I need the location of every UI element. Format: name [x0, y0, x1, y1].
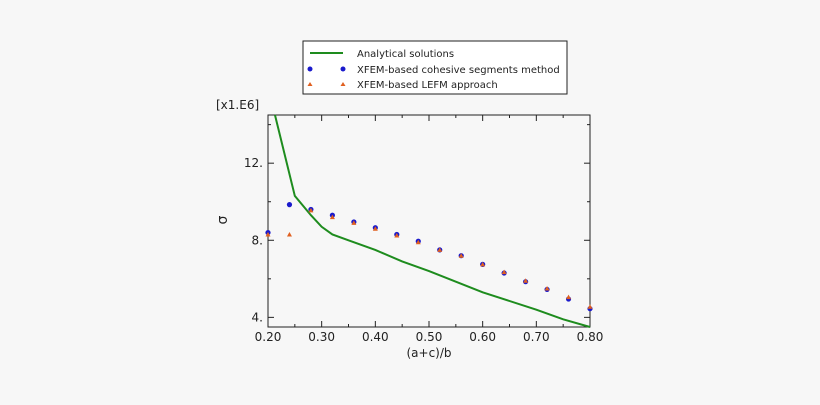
- data-point-lefm: [501, 269, 507, 275]
- x-tick-label: 0.60: [469, 330, 496, 344]
- data-point-lefm: [372, 226, 378, 231]
- data-point-lefm: [437, 247, 443, 252]
- data-point-lefm: [523, 278, 529, 283]
- tick-labels: 0.20 0.30 0.40 0.50 0.60 0.70 0.80 4. 8. 12.: [244, 156, 603, 344]
- data-point-lefm: [265, 231, 271, 237]
- x-tick-label: 0.80: [577, 330, 604, 344]
- y-axis-label: σ: [215, 215, 231, 224]
- legend-triangle-lefm-2: [340, 82, 346, 86]
- data-point-lefm: [415, 239, 421, 245]
- x-axis-label: (a+c)/b: [406, 346, 451, 360]
- x-tick-label: 0.70: [523, 330, 550, 344]
- x-tick-label: 0.20: [255, 330, 282, 344]
- data-point-lefm: [329, 214, 335, 220]
- legend-dot-cohesive-1: [307, 66, 313, 72]
- data-point-lefm: [587, 304, 593, 309]
- series-layer: [265, 114, 593, 328]
- legend-label-analytical: Analytical solutions: [357, 49, 454, 60]
- legend-box: [302, 40, 568, 95]
- legend-triangle-lefm-1: [307, 82, 313, 86]
- series-line-analytical: [274, 114, 591, 328]
- y-tick-label: 12.: [244, 156, 263, 170]
- data-point-lefm: [308, 207, 314, 213]
- x-tick-label: 0.40: [362, 330, 389, 344]
- y-multiplier-label: [x1.E6]: [216, 98, 259, 112]
- data-point-cohesive: [286, 202, 293, 208]
- y-tick-label: 8.: [252, 233, 263, 247]
- x-tick-label: 0.50: [416, 330, 443, 344]
- data-point-lefm: [480, 261, 486, 267]
- data-point-lefm: [351, 220, 357, 225]
- data-point-lefm: [458, 253, 464, 258]
- y-tick-label: 4.: [252, 310, 263, 324]
- ticks: [267, 115, 591, 327]
- data-point-lefm: [286, 231, 292, 237]
- data-point-lefm: [566, 294, 572, 300]
- data-point-lefm: [544, 285, 550, 291]
- legend-label-cohesive: XFEM-based cohesive segments method: [357, 65, 560, 76]
- data-point-lefm: [394, 232, 400, 238]
- x-tick-label: 0.30: [308, 330, 335, 344]
- legend: Analytical solutions XFEM-based cohesive…: [302, 40, 568, 95]
- legend-dot-cohesive-2: [340, 66, 346, 72]
- legend-label-lefm: XFEM-based LEFM approach: [357, 80, 498, 91]
